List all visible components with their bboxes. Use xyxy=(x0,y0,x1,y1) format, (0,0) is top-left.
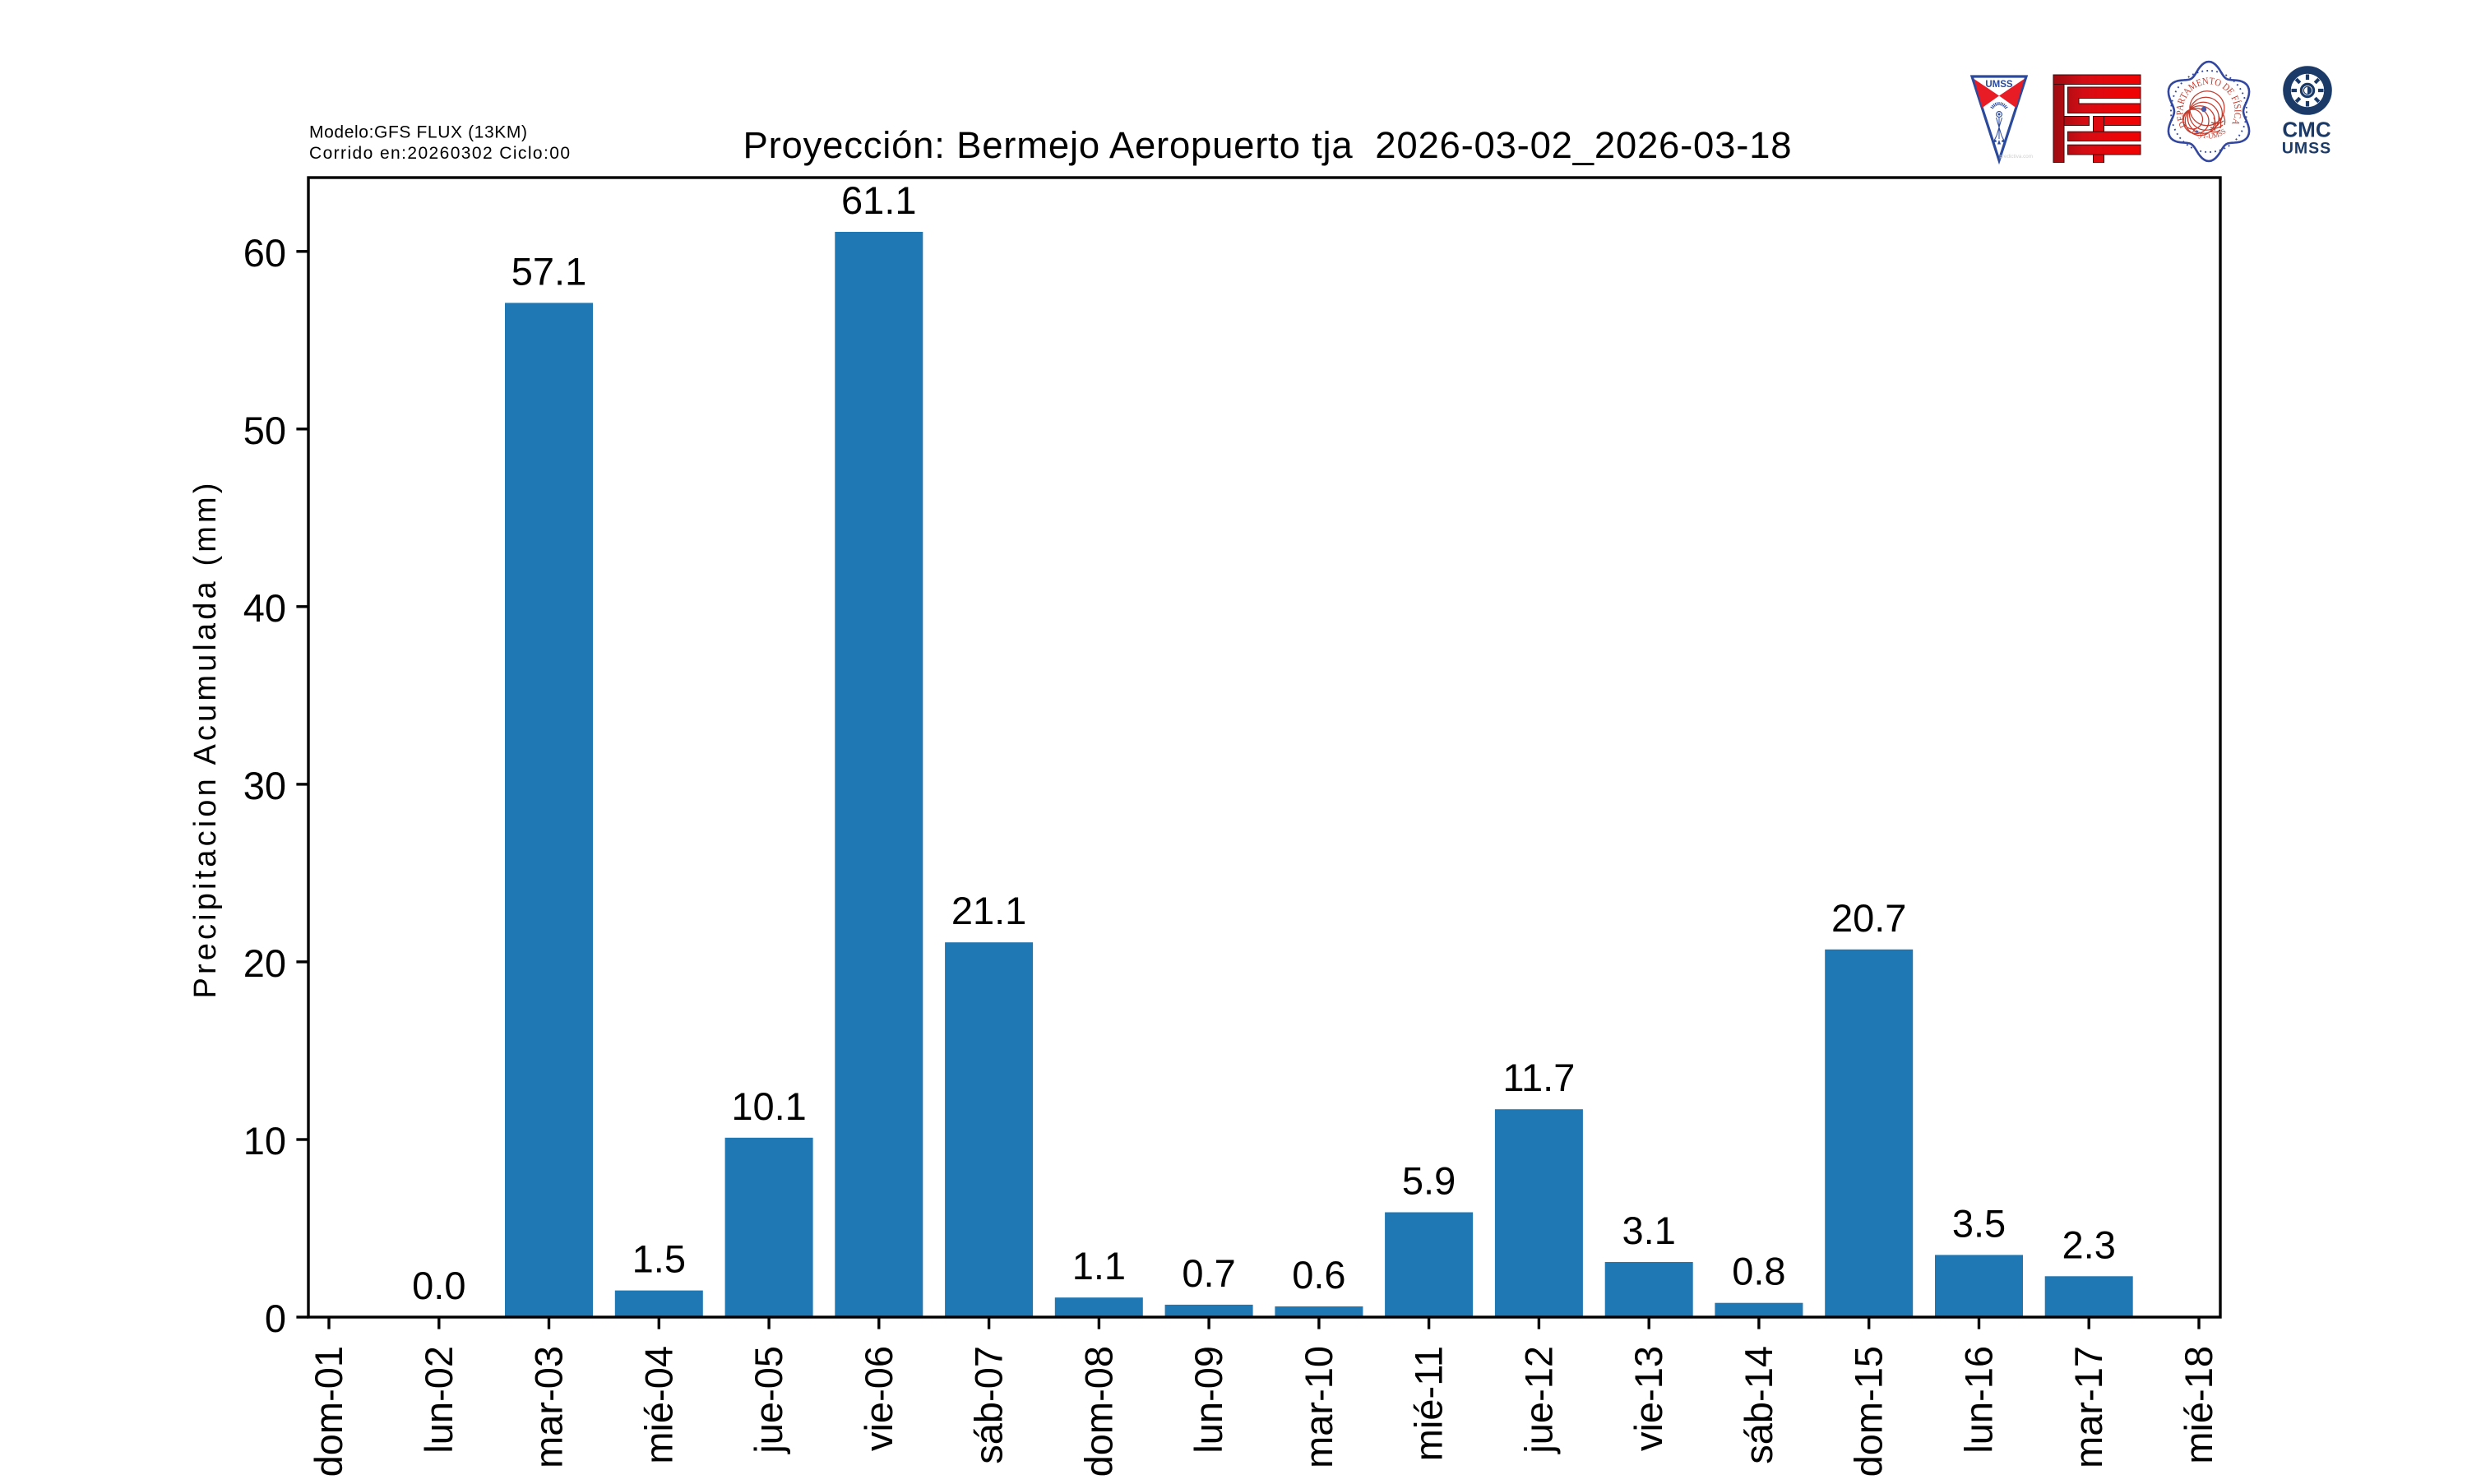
svg-text:0: 0 xyxy=(265,1297,286,1340)
svg-text:Precipitacion Acumulada (mm): Precipitacion Acumulada (mm) xyxy=(188,483,223,999)
svg-text:0.0: 0.0 xyxy=(412,1264,465,1307)
svg-text:1.5: 1.5 xyxy=(632,1237,686,1281)
svg-text:mar-17: mar-17 xyxy=(2067,1346,2110,1468)
svg-text:20.7: 20.7 xyxy=(1831,896,1906,940)
svg-text:10: 10 xyxy=(243,1119,286,1163)
svg-text:11.7: 11.7 xyxy=(1502,1056,1575,1099)
svg-text:0.8: 0.8 xyxy=(1732,1250,1785,1293)
svg-text:mié-18: mié-18 xyxy=(2177,1346,2220,1464)
svg-text:0.6: 0.6 xyxy=(1292,1253,1345,1297)
svg-text:mié-04: mié-04 xyxy=(636,1346,680,1464)
svg-text:5.9: 5.9 xyxy=(1402,1159,1456,1203)
svg-text:61.1: 61.1 xyxy=(841,178,916,222)
svg-text:dom-15: dom-15 xyxy=(1847,1346,1891,1477)
svg-text:60: 60 xyxy=(243,231,286,275)
svg-text:UMSS: UMSS xyxy=(1985,80,2013,90)
svg-text:50: 50 xyxy=(243,409,286,452)
svg-text:40: 40 xyxy=(243,586,286,630)
svg-text:mar-10: mar-10 xyxy=(1297,1346,1340,1468)
svg-text:57.1: 57.1 xyxy=(511,249,586,293)
svg-text:sáb-07: sáb-07 xyxy=(967,1346,1011,1464)
svg-text:Modelo:GFS FLUX (13KM): Modelo:GFS FLUX (13KM) xyxy=(309,123,527,142)
svg-text:lun-09: lun-09 xyxy=(1187,1346,1230,1454)
svg-text:lun-16: lun-16 xyxy=(1957,1346,2001,1454)
svg-text:mar-03: mar-03 xyxy=(527,1346,571,1468)
svg-text:0.7: 0.7 xyxy=(1182,1251,1235,1295)
svg-text:jue-12: jue-12 xyxy=(1516,1346,1560,1455)
svg-text:sáb-14: sáb-14 xyxy=(1737,1346,1780,1464)
svg-text:FCyT-UMSS: FCyT-UMSS xyxy=(2191,127,2228,140)
svg-text:Proyección: Bermejo Aeropuerto: Proyección: Bermejo Aeropuerto tja 2026-… xyxy=(743,124,1792,166)
svg-text:jue-05: jue-05 xyxy=(747,1346,790,1455)
svg-text:10.1: 10.1 xyxy=(731,1084,806,1128)
svg-text:mié-11: mié-11 xyxy=(1407,1346,1451,1461)
svg-text:21.1: 21.1 xyxy=(951,889,1026,932)
svg-text:1.1: 1.1 xyxy=(1072,1244,1126,1288)
svg-text:3.5: 3.5 xyxy=(1952,1201,2006,1245)
svg-text:vie-06: vie-06 xyxy=(857,1346,900,1451)
svg-text:dom-01: dom-01 xyxy=(307,1346,350,1477)
svg-text:2.3: 2.3 xyxy=(2062,1223,2116,1266)
svg-text:CMC: CMC xyxy=(2282,118,2330,142)
svg-text:UMSS: UMSS xyxy=(2282,140,2331,158)
svg-text:30: 30 xyxy=(243,764,286,807)
svg-text:lun-02: lun-02 xyxy=(417,1346,461,1454)
svg-text:dom-08: dom-08 xyxy=(1076,1346,1120,1477)
svg-text:vie-13: vie-13 xyxy=(1627,1346,1670,1451)
svg-text:predictiva.com: predictiva.com xyxy=(1999,154,2033,159)
svg-text:20: 20 xyxy=(243,941,286,985)
svg-text:Corrido en:20260302 Ciclo:00: Corrido en:20260302 Ciclo:00 xyxy=(309,144,570,163)
svg-text:3.1: 3.1 xyxy=(1622,1209,1676,1252)
